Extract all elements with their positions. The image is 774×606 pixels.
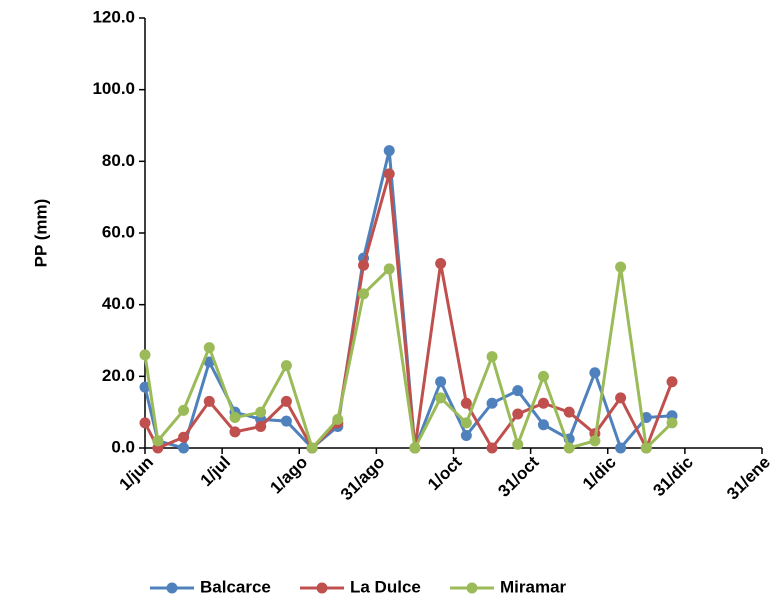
y-tick-label: 100.0 [92, 79, 135, 98]
legend-marker [466, 582, 478, 594]
data-point [615, 442, 627, 454]
y-tick-label: 40.0 [102, 294, 135, 313]
data-point [460, 429, 472, 441]
data-point [139, 417, 151, 429]
data-point [537, 397, 549, 409]
data-point [178, 404, 190, 416]
data-point [409, 442, 421, 454]
data-point [255, 421, 267, 432]
data-point [486, 397, 498, 409]
x-tick-label: 1/jul [197, 453, 234, 490]
data-point [383, 145, 395, 157]
x-tick-label: 31/oct [494, 452, 542, 500]
data-point [280, 360, 292, 372]
data-point [435, 257, 447, 269]
data-point [563, 406, 575, 418]
data-point [666, 376, 678, 388]
legend-label: Balcarce [200, 577, 271, 596]
data-point [229, 426, 241, 438]
data-point [486, 442, 498, 454]
legend-label: Miramar [500, 577, 567, 596]
y-tick-label: 0.0 [111, 437, 135, 456]
data-point [280, 395, 292, 407]
data-point [512, 408, 524, 420]
data-point [512, 438, 524, 450]
y-tick-label: 20.0 [102, 366, 135, 385]
data-point [203, 342, 215, 354]
data-point [255, 406, 267, 418]
y-tick-label: 80.0 [102, 151, 135, 170]
data-point [563, 442, 575, 454]
data-point [589, 367, 601, 379]
x-tick-label: 1/oct [424, 452, 466, 494]
x-tick-label: 1/jun [116, 453, 157, 494]
data-point [358, 259, 370, 271]
data-point [435, 392, 447, 404]
series-line [143, 265, 674, 453]
data-point [640, 442, 652, 454]
data-point [383, 263, 395, 275]
data-point [615, 261, 627, 273]
legend-marker [316, 582, 328, 594]
y-axis-label: PP (mm) [31, 199, 50, 268]
data-point [332, 413, 344, 425]
legend-label: La Dulce [350, 577, 421, 596]
data-point [666, 417, 678, 429]
x-tick-label: 31/dic [649, 453, 697, 501]
data-point [139, 381, 151, 393]
data-point [615, 392, 627, 404]
data-point [435, 376, 447, 388]
data-point [178, 431, 190, 443]
x-tick-label: 31/ene [723, 453, 774, 504]
data-point [383, 168, 395, 180]
data-point [280, 415, 292, 427]
y-tick-label: 60.0 [102, 222, 135, 241]
data-point [460, 417, 472, 429]
x-tick-label: 1/ago [266, 453, 311, 498]
data-point [306, 442, 318, 454]
data-point [358, 288, 370, 300]
data-point [512, 385, 524, 397]
data-point [203, 395, 215, 407]
x-tick-label: 1/dic [579, 453, 620, 494]
data-point [229, 412, 241, 424]
data-point [178, 442, 190, 454]
data-point [460, 397, 472, 409]
data-point [152, 435, 164, 447]
x-tick-label: 31/ago [337, 453, 389, 505]
legend-marker [166, 582, 178, 594]
data-point [537, 419, 549, 431]
series-line [143, 173, 674, 452]
y-tick-label: 120.0 [92, 7, 135, 26]
data-point [139, 349, 151, 361]
data-point [537, 370, 549, 382]
data-point [589, 435, 601, 447]
data-point [486, 351, 498, 363]
